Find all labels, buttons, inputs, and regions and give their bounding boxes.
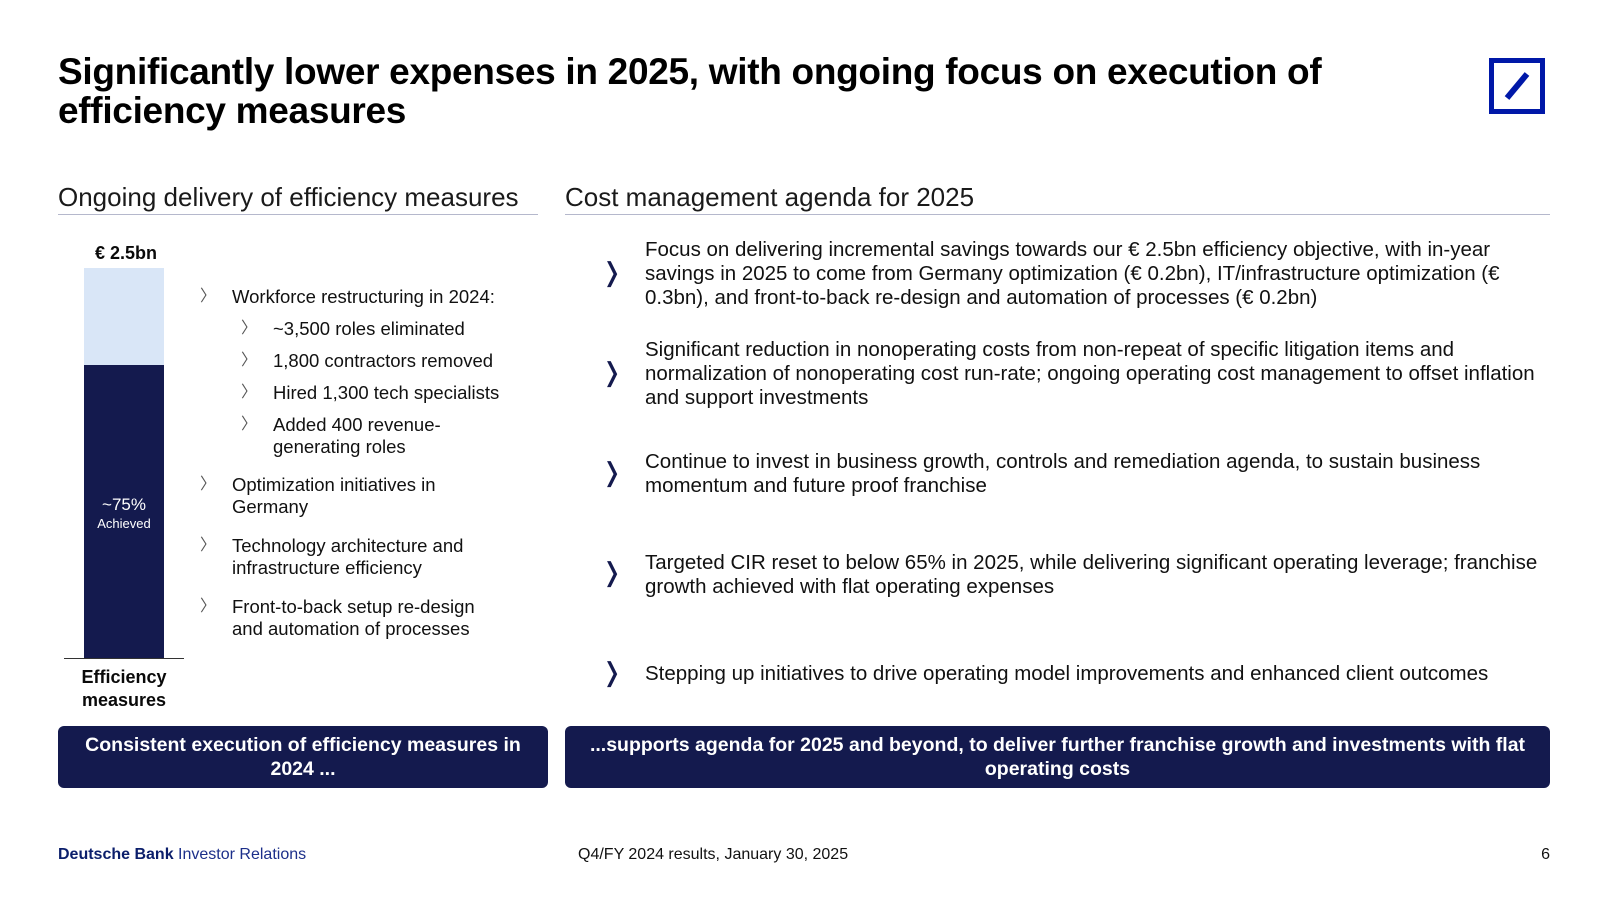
bar-axis-label: Efficiency measures bbox=[81, 667, 167, 710]
page-number: 6 bbox=[1541, 846, 1550, 863]
footer-brand-section: Investor Relations bbox=[178, 846, 307, 863]
list-item: Focus on delivering incremental savings … bbox=[645, 238, 1500, 309]
chevron-right-icon: ❭ bbox=[601, 557, 623, 587]
list-item: Continue to invest in business growth, c… bbox=[645, 450, 1481, 497]
list-item: Significant reduction in nonoperating co… bbox=[645, 338, 1535, 409]
footer-brand: Deutsche Bank Investor Relations bbox=[58, 845, 306, 865]
chevron-right-icon: 〉 bbox=[241, 320, 258, 337]
left-summary-banner: Consistent execution of efficiency measu… bbox=[58, 726, 548, 788]
bar-achieved-value: ~75% bbox=[102, 495, 146, 514]
right-summary-banner: ...supports agenda for 2025 and beyond, … bbox=[565, 726, 1550, 788]
chevron-right-icon: 〉 bbox=[241, 384, 258, 401]
list-item: 〉 Hired 1,300 tech specialists bbox=[241, 382, 500, 403]
right-summary-text: ...supports agenda for 2025 and beyond, … bbox=[589, 734, 1526, 780]
bar-achieved-label: Achieved bbox=[97, 516, 151, 531]
chevron-right-icon: 〉 bbox=[200, 598, 217, 615]
list-item: 〉 Front-to-back setup re-design and auto… bbox=[200, 596, 475, 639]
chevron-right-icon: 〉 bbox=[200, 476, 217, 493]
bar-remaining-segment bbox=[84, 268, 164, 365]
chevron-right-icon: ❭ bbox=[601, 357, 623, 387]
list-item: 〉 ~3,500 roles eliminated bbox=[241, 318, 465, 339]
bar-achieved-segment bbox=[84, 365, 164, 658]
footer-brand-name: Deutsche Bank bbox=[58, 846, 174, 863]
chevron-right-icon: 〉 bbox=[200, 288, 217, 305]
list-item: 〉 Workforce restructuring in 2024: bbox=[200, 286, 495, 307]
list-item: 〉 Optimization initiatives in Germany bbox=[200, 474, 436, 517]
left-section-heading: Ongoing delivery of efficiency measures bbox=[58, 180, 538, 215]
right-section-heading: Cost management agenda for 2025 bbox=[565, 180, 1550, 215]
chevron-right-icon: 〉 bbox=[241, 416, 258, 433]
chevron-right-icon: ❭ bbox=[601, 257, 623, 287]
page-title: Significantly lower expenses in 2025, wi… bbox=[58, 51, 1322, 131]
list-item: 〉 1,800 contractors removed bbox=[241, 350, 494, 371]
list-item: 〉 Added 400 revenue-generating roles bbox=[241, 414, 441, 457]
deutsche-bank-logo-icon bbox=[1489, 58, 1545, 114]
list-item: Stepping up initiatives to drive operati… bbox=[645, 662, 1489, 685]
chevron-right-icon: ❭ bbox=[601, 457, 623, 487]
chevron-right-icon: ❭ bbox=[601, 657, 623, 687]
bar-baseline bbox=[64, 658, 184, 659]
left-summary-text: Consistent execution of efficiency measu… bbox=[85, 734, 521, 780]
chevron-right-icon: 〉 bbox=[241, 352, 258, 369]
footer-event: Q4/FY 2024 results, January 30, 2025 bbox=[578, 846, 849, 863]
list-item: 〉 Technology architecture and infrastruc… bbox=[200, 535, 464, 578]
list-item: Targeted CIR reset to below 65% in 2025,… bbox=[645, 551, 1538, 598]
bar-total-label: € 2.5bn bbox=[94, 243, 158, 263]
chevron-right-icon: 〉 bbox=[200, 537, 217, 554]
